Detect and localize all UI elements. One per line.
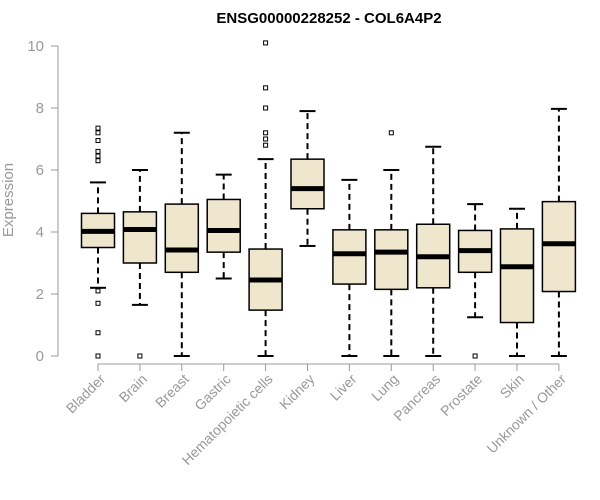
x-tick-label: Unknown / Other [483,371,569,457]
chart-title: ENSG00000228252 - COL6A4P2 [216,10,441,27]
box-unknown-other [541,107,577,357]
box-kidney [290,110,325,247]
iqr-box [206,198,241,253]
iqr-box [290,158,325,210]
box-bladder [80,125,116,359]
outlier-point [95,138,101,144]
outlier-point [95,125,101,131]
iqr-box [164,203,200,274]
x-tick-label: Liver [327,371,360,404]
iqr-box [122,211,158,264]
outlier-point [95,158,101,164]
outlier-point [263,136,269,142]
outlier-point [472,353,478,359]
x-tick-label: Lung [368,371,401,404]
outlier-point [137,353,143,359]
box-brain [122,169,158,359]
outlier-point [263,142,269,148]
box-hematopoietic-cells [248,40,283,357]
x-tick-label: Prostate [437,371,485,419]
iqr-box [332,229,367,285]
outlier-point [95,300,101,306]
outlier-point [95,330,101,336]
y-tick-label: 6 [36,162,44,179]
iqr-box [374,229,409,291]
y-axis-label: Expression [0,163,17,237]
outlier-point [95,153,101,159]
outlier-point [388,130,394,136]
x-tick-label: Breast [152,371,192,411]
outlier-point [263,85,269,91]
outlier-point [95,353,101,359]
box-prostate [457,203,493,359]
y-tick-label: 10 [27,38,44,55]
outlier-point [263,105,269,111]
iqr-box [499,228,535,324]
outlier-point [95,148,101,154]
y-tick-label: 4 [36,224,44,241]
outlier-point [95,288,101,294]
x-tick-label: Bladder [63,371,109,417]
x-tick-label: Brain [116,371,150,405]
box-gastric [206,173,241,280]
iqr-box [541,200,577,293]
box-lung [374,130,409,357]
x-tick-label: Kidney [276,371,318,413]
y-tick-label: 2 [36,286,44,303]
box-breast [164,131,200,357]
y-tick-label: 0 [36,348,44,365]
outlier-point [263,40,269,46]
x-tick-label: Skin [497,371,528,402]
box-liver [332,178,367,357]
outlier-point [263,130,269,136]
y-tick-label: 8 [36,100,44,117]
box-skin [499,207,535,357]
x-tick-label: Pancreas [390,371,443,424]
y-axis: 0 2 4 6 8 10 [27,38,59,365]
outlier-point [95,130,101,136]
box-pancreas [415,145,451,357]
boxes-layer [80,40,577,359]
